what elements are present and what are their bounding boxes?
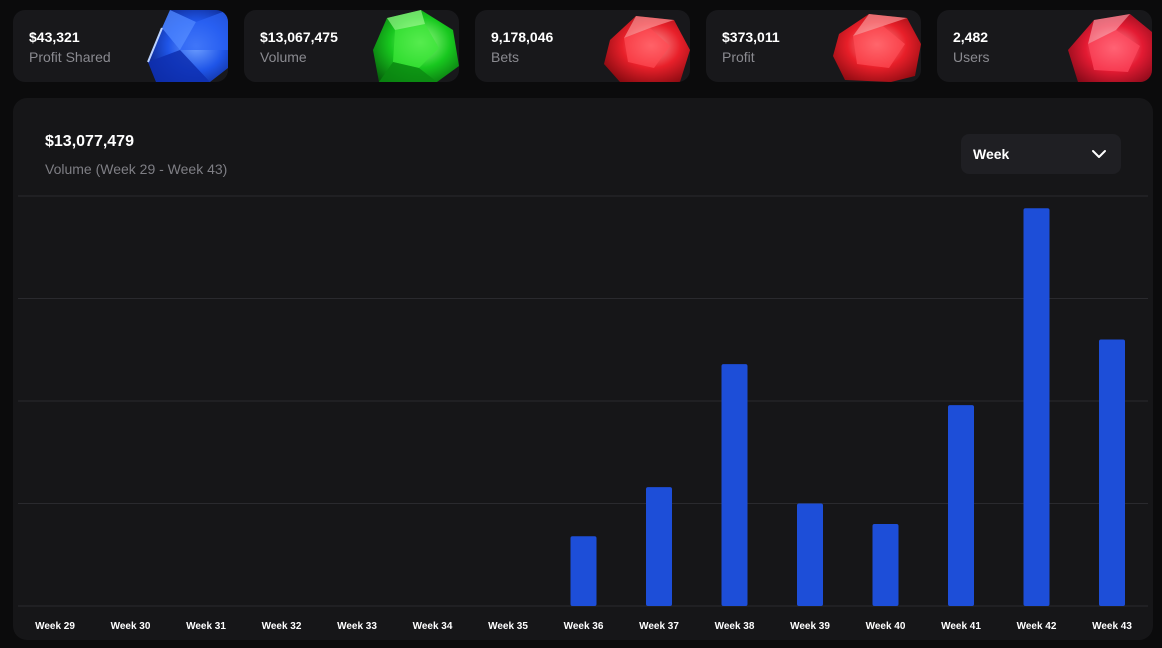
stat-value: 2,482 xyxy=(953,29,989,45)
blue-gem-icon xyxy=(147,10,228,82)
x-tick-label: Week 40 xyxy=(866,621,906,632)
stat-value: $373,011 xyxy=(722,29,780,45)
x-tick-label: Week 42 xyxy=(1017,621,1057,632)
chart-title: $13,077,479 xyxy=(45,133,134,150)
x-tick-label: Week 41 xyxy=(941,621,981,632)
stat-label: Bets xyxy=(491,49,520,65)
x-tick-label: Week 30 xyxy=(111,621,151,632)
volume-chart-panel: $13,077,479 Volume (Week 29 - Week 43) W… xyxy=(13,98,1153,640)
stat-label: Volume xyxy=(260,49,307,65)
stat-value: $43,321 xyxy=(29,29,80,45)
red-gem-icon xyxy=(833,14,921,82)
stats-row: $43,321 Profit Shared $13,067,475 Volume xyxy=(13,10,1152,82)
x-tick-label: Week 31 xyxy=(186,621,226,632)
bar-week-43[interactable] xyxy=(1099,339,1125,607)
x-tick-label: Week 43 xyxy=(1092,621,1132,632)
bar-week-36[interactable] xyxy=(570,536,597,606)
bar-week-37[interactable] xyxy=(646,487,672,606)
x-tick-label: Week 33 xyxy=(337,621,377,632)
bar-week-42[interactable] xyxy=(1023,208,1050,607)
green-gem-icon xyxy=(373,10,459,82)
x-tick-label: Week 32 xyxy=(262,621,302,632)
chevron-down-icon xyxy=(1092,150,1106,158)
stat-value: $13,067,475 xyxy=(260,29,338,45)
bar-week-41[interactable] xyxy=(948,405,974,606)
stat-label: Users xyxy=(953,49,990,65)
x-tick-label: Week 29 xyxy=(35,621,75,632)
x-tick-label: Week 35 xyxy=(488,621,528,632)
stat-label: Profit Shared xyxy=(29,49,111,65)
red-gem-icon xyxy=(604,16,690,82)
x-tick-label: Week 39 xyxy=(790,621,830,632)
stat-label: Profit xyxy=(722,49,755,65)
x-tick-label: Week 37 xyxy=(639,621,679,632)
stat-value: 9,178,046 xyxy=(491,29,554,45)
x-tick-label: Week 34 xyxy=(413,621,453,632)
bar-week-39[interactable] xyxy=(797,503,823,607)
volume-bar-chart: Week 29 Week 30 Week 31 Week 32 Week 33 Week … xyxy=(18,195,1148,632)
stat-card-volume: $13,067,475 Volume xyxy=(244,10,459,82)
period-select[interactable]: Week xyxy=(961,134,1121,174)
x-tick-label: Week 36 xyxy=(564,621,604,632)
stat-card-bets: 9,178,046 Bets xyxy=(475,10,690,82)
bar-week-38[interactable] xyxy=(721,364,748,606)
stat-card-profit-shared: $43,321 Profit Shared xyxy=(13,10,228,82)
bar-week-40[interactable] xyxy=(872,524,899,606)
stat-card-users: 2,482 Users xyxy=(937,10,1152,82)
chart-subtitle: Volume (Week 29 - Week 43) xyxy=(45,161,228,177)
period-select-value: Week xyxy=(973,146,1010,162)
x-tick-label: Week 38 xyxy=(715,621,755,632)
stat-card-profit: $373,011 Profit xyxy=(706,10,921,82)
red-gem-icon xyxy=(1068,14,1152,82)
